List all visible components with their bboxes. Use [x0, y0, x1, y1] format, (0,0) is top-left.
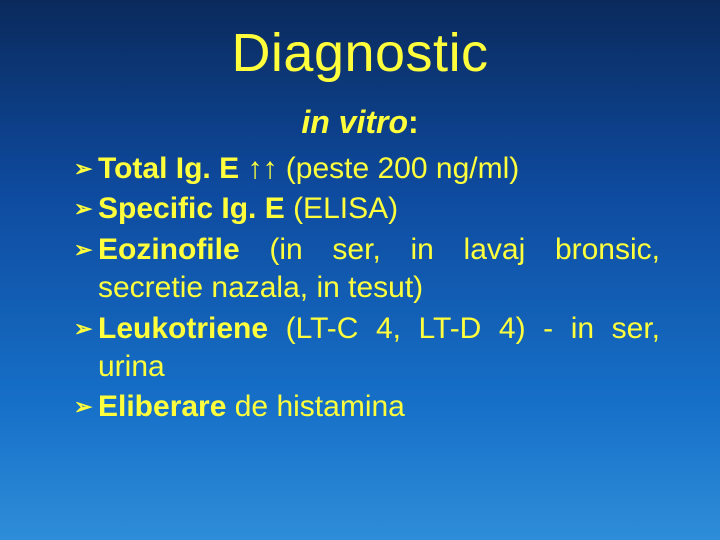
- subtitle-colon: :: [408, 104, 419, 140]
- item-rest: (ELISA): [293, 192, 398, 225]
- bullet-icon: ➢: [74, 315, 92, 343]
- list-item: ➢ Eozinofile (in ser, in lavaj bronsic, …: [74, 231, 660, 308]
- item-bold: Leukotriene: [98, 312, 286, 345]
- list-item: ➢ Leukotriene (LT-C 4, LT-D 4) - in ser,…: [74, 310, 660, 387]
- item-bold: Specific Ig. E: [98, 192, 293, 225]
- bullet-icon: ➢: [74, 195, 92, 223]
- slide-title: Diagnostic: [0, 22, 720, 84]
- subtitle-italic: in vitro: [301, 104, 408, 140]
- item-bold: Eliberare: [98, 390, 235, 423]
- bullet-icon: ➢: [74, 236, 92, 264]
- item-rest: de histamina: [235, 390, 405, 423]
- list-item: ➢ Specific Ig. E (ELISA): [74, 190, 660, 228]
- slide: Diagnostic in vitro: ➢ Total Ig. E ↑↑ (p…: [0, 0, 720, 540]
- bullet-icon: ➢: [74, 393, 92, 421]
- slide-subtitle: in vitro:: [0, 104, 720, 141]
- list-item: ➢ Total Ig. E ↑↑ (peste 200 ng/ml): [74, 150, 660, 188]
- up-arrows-icon: ↑↑: [247, 152, 277, 185]
- item-bold: Eozinofile: [98, 233, 269, 266]
- list-item: ➢ Eliberare de histamina: [74, 388, 660, 426]
- content-area: ➢ Total Ig. E ↑↑ (peste 200 ng/ml) ➢ Spe…: [74, 150, 660, 429]
- bullet-icon: ➢: [74, 155, 92, 183]
- item-bold: Total Ig. E: [98, 152, 247, 185]
- item-rest: (peste 200 ng/ml): [277, 152, 519, 185]
